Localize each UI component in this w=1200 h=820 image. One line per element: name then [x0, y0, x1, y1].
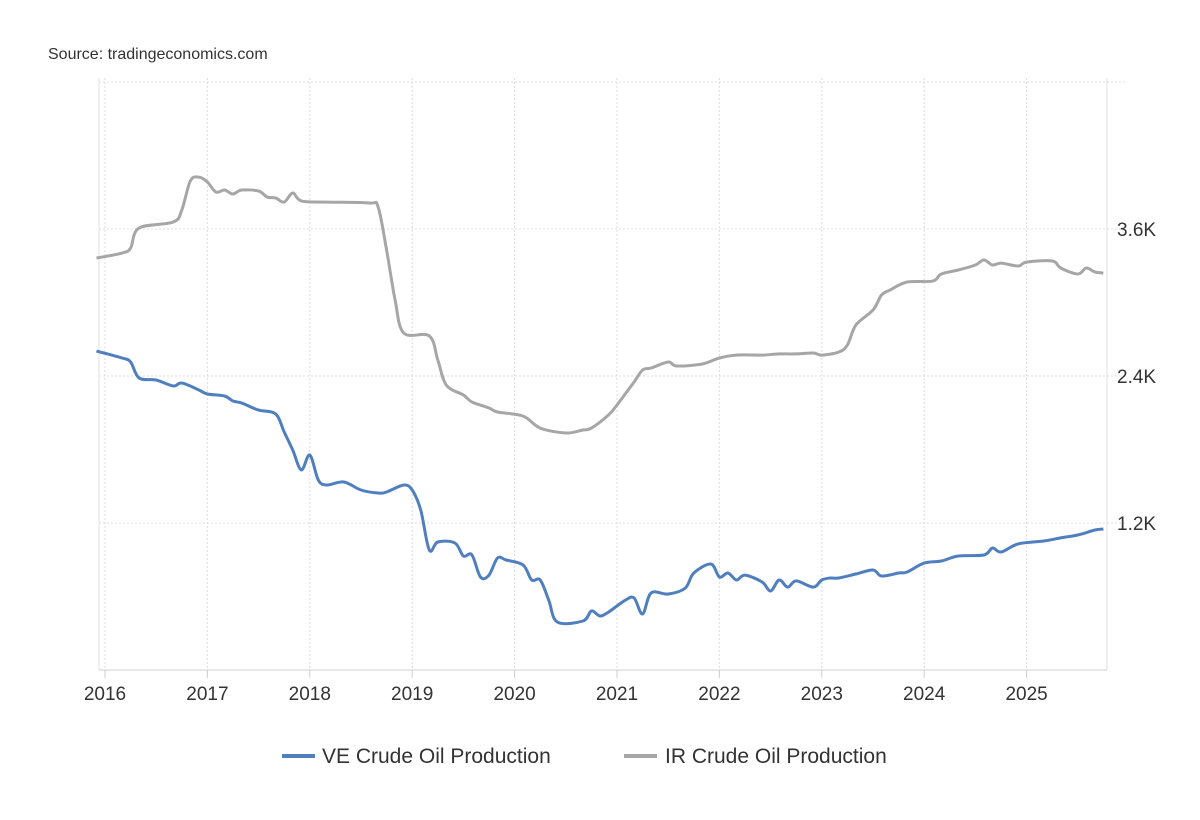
legend: VE Crude Oil Production IR Crude Oil Pro… — [282, 745, 887, 768]
x-tick-label: 2022 — [698, 684, 740, 705]
grid — [99, 78, 1125, 670]
legend-label-ir: IR Crude Oil Production — [665, 745, 887, 768]
x-tick-label: 2019 — [391, 684, 433, 705]
x-tick-label: 2024 — [903, 684, 946, 705]
y-tick-label: 1.2K — [1117, 514, 1156, 535]
x-axis: 2016 2017 2018 2019 2020 2021 2022 2023 2024 2025 — [84, 670, 1048, 705]
x-tick-label: 2020 — [493, 684, 535, 705]
x-tick-label: 2023 — [801, 684, 843, 705]
x-tick-label: 2018 — [289, 684, 331, 705]
x-tick-label: 2017 — [186, 684, 228, 705]
legend-item-ir[interactable]: IR Crude Oil Production — [624, 745, 887, 768]
legend-label-ve: VE Crude Oil Production — [322, 745, 551, 768]
source-label: Source: tradingeconomics.com — [48, 46, 268, 63]
y-tick-label: 3.6K — [1117, 220, 1156, 241]
x-tick-label: 2025 — [1005, 684, 1047, 705]
x-tick-label: 2016 — [84, 684, 126, 705]
x-tick-label: 2021 — [596, 684, 638, 705]
series-lines — [96, 175, 1104, 626]
y-tick-label: 2.4K — [1117, 367, 1156, 388]
legend-item-ve[interactable]: VE Crude Oil Production — [282, 745, 551, 768]
series-line-ir[interactable] — [96, 175, 1104, 435]
y-axis: 1.2K 2.4K 3.6K — [1117, 220, 1156, 535]
series-line-ve[interactable] — [96, 349, 1104, 626]
